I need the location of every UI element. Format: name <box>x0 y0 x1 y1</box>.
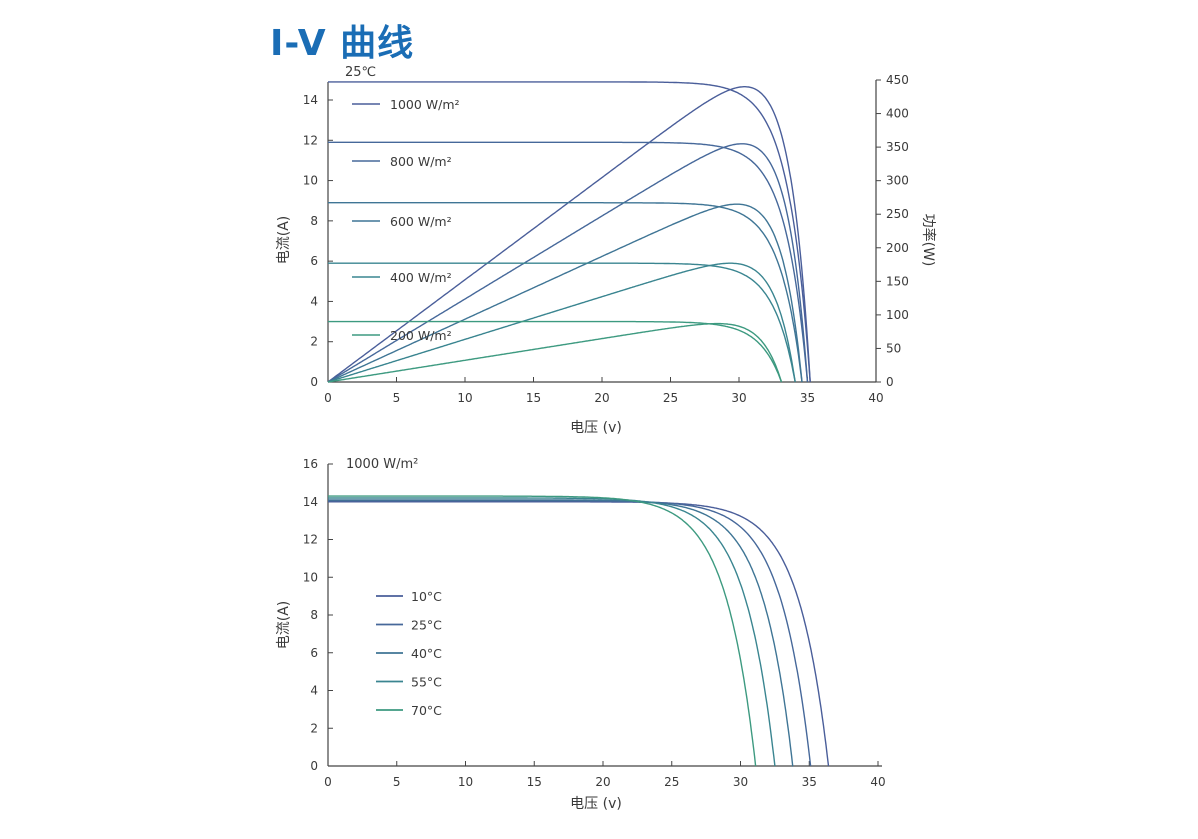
legend-label: 25°C <box>411 618 442 633</box>
y2-tick-label: 200 <box>886 241 909 255</box>
x-tick-label: 35 <box>802 775 817 789</box>
pv-curve <box>327 203 803 383</box>
y-axis-label: 电流(A) <box>276 216 292 265</box>
x-tick-label: 0 <box>324 775 332 789</box>
x-axis-label: 电压 (v) <box>570 796 622 812</box>
y-tick-label: 12 <box>303 533 318 547</box>
irradiance-chart: 0 5 10 15 20 25 30 35 40024681012140501001502002… <box>276 65 937 436</box>
x-tick-label: 25 <box>664 775 679 789</box>
x-tick-label: 5 <box>393 775 401 789</box>
y-tick-label: 0 <box>310 759 318 773</box>
y-tick-label: 4 <box>310 684 318 698</box>
x-tick-label: 15 <box>526 391 541 405</box>
x-tick-label: 40 <box>870 775 885 789</box>
y-tick-label: 0 <box>310 375 318 389</box>
x-tick-label: 35 <box>800 391 815 405</box>
y-tick-label: 6 <box>310 646 318 660</box>
legend-label: 55°C <box>411 675 442 690</box>
temperature-label: 25℃ <box>345 65 376 80</box>
y2-tick-label: 150 <box>886 274 909 288</box>
iv-curve <box>328 262 796 383</box>
legend-label: 40°C <box>411 646 442 661</box>
y-tick-label: 10 <box>303 174 318 188</box>
x-tick-label: 10 <box>458 775 473 789</box>
x-tick-label: 5 <box>393 391 401 405</box>
y2-tick-label: 450 <box>886 73 909 87</box>
iv-curve <box>328 495 757 767</box>
y2-tick-label: 50 <box>886 341 901 355</box>
iv-curve <box>328 501 830 767</box>
x-tick-label: 30 <box>731 391 746 405</box>
y2-tick-label: 350 <box>886 140 909 154</box>
y-tick-label: 12 <box>303 133 318 147</box>
y-tick-label: 10 <box>303 570 318 584</box>
page-title: I-V 曲线 <box>270 23 415 64</box>
iv-curve <box>328 500 812 767</box>
pv-curve <box>327 262 796 383</box>
x-tick-label: 40 <box>868 391 883 405</box>
x-tick-label: 15 <box>527 775 542 789</box>
iv-curve <box>328 499 794 767</box>
legend-label: 600 W/m² <box>390 214 452 229</box>
iv-curve <box>328 141 809 383</box>
y-tick-label: 2 <box>310 721 318 735</box>
x-tick-label: 25 <box>663 391 678 405</box>
y-tick-label: 2 <box>310 335 318 349</box>
y2-tick-label: 300 <box>886 174 909 188</box>
x-tick-label: 30 <box>733 775 748 789</box>
y-axis-label: 电流(A) <box>276 601 292 650</box>
legend-label: 800 W/m² <box>390 154 452 169</box>
x-tick-label: 10 <box>457 391 472 405</box>
irradiance-label: 1000 W/m² <box>346 457 418 472</box>
y-tick-label: 16 <box>303 457 318 471</box>
legend-label: 70°C <box>411 703 442 718</box>
y-tick-label: 14 <box>303 93 318 107</box>
y2-tick-label: 400 <box>886 107 909 121</box>
iv-curve <box>328 497 776 767</box>
y2-axis-label: 功率(W) <box>920 214 937 267</box>
legend-label: 10°C <box>411 589 442 604</box>
legend-label: 200 W/m² <box>390 328 452 343</box>
y-tick-label: 8 <box>310 608 318 622</box>
y-tick-label: 14 <box>303 495 318 509</box>
pv-curve <box>327 322 783 383</box>
legend-label: 400 W/m² <box>390 270 452 285</box>
x-tick-label: 20 <box>595 775 610 789</box>
x-tick-label: 20 <box>594 391 609 405</box>
x-tick-label: 0 <box>324 391 332 405</box>
y2-tick-label: 100 <box>886 308 909 322</box>
y-tick-label: 6 <box>310 254 318 268</box>
y2-tick-label: 250 <box>886 207 909 221</box>
y-tick-label: 8 <box>310 214 318 228</box>
pv-curve <box>327 143 809 383</box>
iv-curve <box>328 202 803 383</box>
temperature-chart: 0 5 10 15 20 25 30 35 40 0 2 4 6 8 10 12 14 16 1000 W/m² 电压… <box>276 457 886 812</box>
y2-tick-label: 0 <box>886 375 894 389</box>
legend-label: 1000 W/m² <box>390 97 460 112</box>
y-tick-label: 4 <box>310 294 318 308</box>
x-axis-label: 电压 (v) <box>570 420 622 436</box>
